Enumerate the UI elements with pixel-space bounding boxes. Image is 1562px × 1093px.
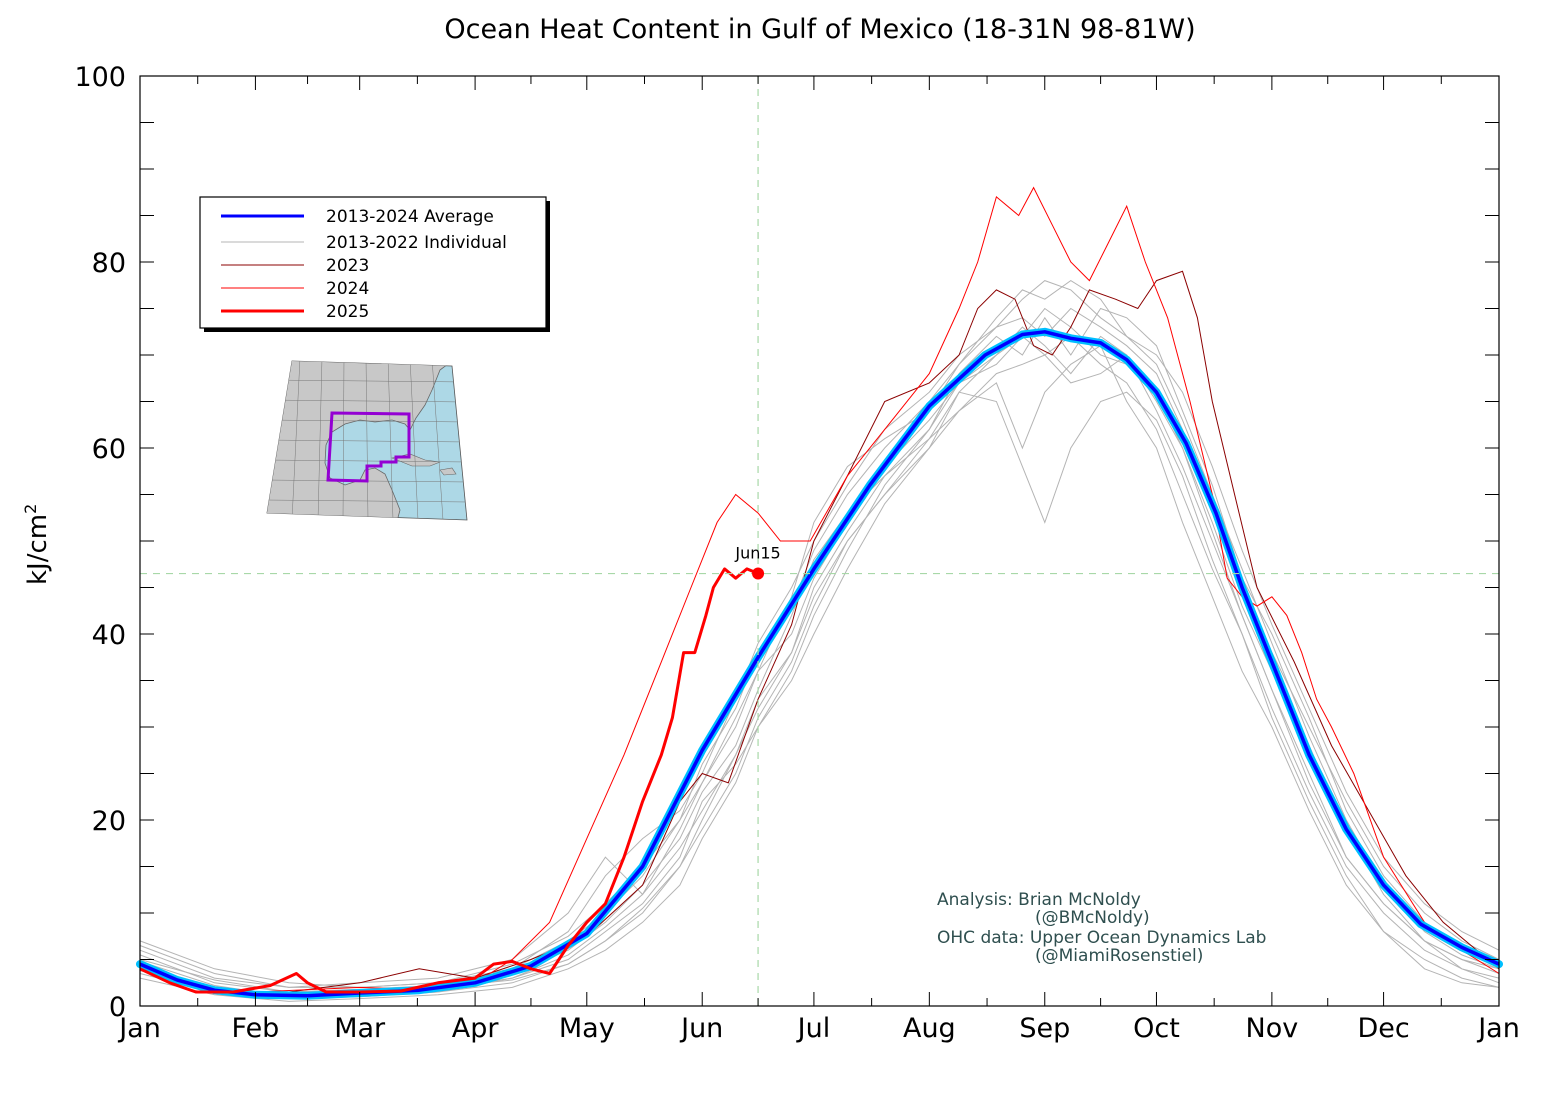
legend: 2013-2024 Average 2013-2022 Individual 202…	[199, 196, 550, 332]
x-tick-label: Nov	[1246, 1013, 1299, 1044]
individual-year-line-3	[139, 307, 1500, 988]
x-tick-label: Jul	[796, 1013, 831, 1044]
credits: Analysis: Brian McNoldy (@BMcNoldy) OHC …	[937, 890, 1266, 966]
individual-year-line-9	[139, 280, 1500, 988]
x-tick-label: Sep	[1019, 1013, 1070, 1044]
x-tick-label: Jan	[117, 1013, 161, 1044]
map-island-hispaniola	[439, 467, 457, 476]
legend-label: 2025	[326, 302, 369, 322]
x-tick-label: Feb	[232, 1013, 280, 1044]
individual-year-line-6	[139, 307, 1500, 1002]
series-line-2024	[139, 186, 1500, 993]
y-tick-label: 100	[74, 62, 126, 93]
individual-year-line-4	[139, 391, 1500, 998]
series-line-2025	[139, 567, 759, 994]
y-tick-label: 80	[92, 248, 126, 279]
credit-analysis: Analysis: Brian McNoldy	[937, 890, 1141, 910]
x-tick-label: Jun	[679, 1013, 723, 1044]
current-point-layer: Jun15	[734, 544, 781, 580]
current-point-label: Jun15	[734, 544, 780, 563]
y-tick-label: 40	[92, 620, 126, 651]
y-axis-label-unit: kJ/cm	[23, 514, 53, 585]
legend-label: 2013-2022 Individual	[326, 233, 507, 253]
y-axis: 0 20 40 60 80 100	[74, 62, 1499, 1023]
x-tick-label: Apr	[452, 1013, 500, 1044]
map-land	[267, 361, 462, 520]
legend-label: 2024	[326, 279, 369, 299]
x-tick-label: Dec	[1357, 1013, 1409, 1044]
y-axis-label-superscript: 2	[21, 504, 40, 514]
credit-analysis-handle: (@BMcNoldy)	[1035, 908, 1150, 928]
x-tick-label: Oct	[1133, 1013, 1180, 1044]
map-region-box	[326, 411, 411, 483]
individual-years-layer	[139, 279, 1500, 1002]
map-graticule	[267, 361, 467, 520]
legend-items: 2013-2024 Average 2013-2022 Individual 202…	[221, 207, 507, 322]
y-tick-label: 60	[92, 434, 126, 465]
y-tick-label: 0	[109, 992, 126, 1023]
chart-title: Ocean Heat Content in Gulf of Mexico (18…	[444, 14, 1195, 45]
x-tick-label: Aug	[903, 1013, 956, 1044]
legend-label: 2023	[326, 256, 369, 276]
individual-year-line-10	[139, 344, 1500, 996]
gulf-of-mexico-map-icon	[266, 360, 468, 521]
legend-label: 2013-2024 Average	[326, 207, 494, 227]
y-tick-label: 20	[92, 806, 126, 837]
x-axis: Jan Feb Mar Apr May Jun Jul Aug Sep Oct Nov Dec Jan	[117, 76, 1520, 1044]
credit-data-source: OHC data: Upper Ocean Dynamics Lab	[937, 928, 1266, 948]
current-point-marker	[752, 567, 765, 580]
y-axis-label: kJ/cm2	[21, 504, 53, 585]
legend-box	[199, 196, 547, 329]
series-layer	[136, 186, 1503, 1000]
x-tick-label: Jan	[1476, 1013, 1520, 1044]
x-tick-label: Mar	[334, 1013, 386, 1044]
reference-lines-layer	[140, 76, 1499, 1006]
x-tick-label: May	[559, 1013, 615, 1044]
credit-data-handle: (@MiamiRosenstiel)	[1035, 946, 1203, 966]
